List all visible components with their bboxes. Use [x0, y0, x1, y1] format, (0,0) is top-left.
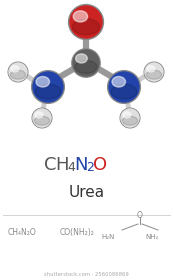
Ellipse shape: [144, 62, 164, 82]
Ellipse shape: [108, 71, 140, 103]
Ellipse shape: [111, 84, 137, 99]
Ellipse shape: [146, 70, 162, 79]
Ellipse shape: [32, 71, 64, 103]
Ellipse shape: [145, 63, 163, 81]
Ellipse shape: [120, 108, 140, 128]
Ellipse shape: [109, 72, 139, 102]
Ellipse shape: [33, 72, 63, 102]
Text: shutterstock.com · 2560086869: shutterstock.com · 2560086869: [44, 272, 129, 277]
Ellipse shape: [33, 109, 51, 127]
Ellipse shape: [123, 112, 131, 118]
Text: H: H: [55, 156, 69, 174]
Ellipse shape: [147, 66, 155, 72]
Ellipse shape: [70, 6, 102, 38]
Ellipse shape: [76, 54, 87, 63]
Ellipse shape: [72, 49, 100, 77]
Ellipse shape: [121, 109, 139, 127]
Ellipse shape: [35, 112, 43, 118]
Text: N: N: [74, 156, 88, 174]
Text: CO(NH₂)₂: CO(NH₂)₂: [60, 228, 95, 237]
Text: H₂N: H₂N: [101, 234, 115, 240]
Ellipse shape: [73, 11, 88, 22]
Ellipse shape: [9, 63, 27, 81]
Ellipse shape: [73, 50, 99, 76]
Ellipse shape: [72, 19, 100, 35]
Ellipse shape: [112, 76, 125, 87]
Ellipse shape: [8, 62, 28, 82]
Text: NH₂: NH₂: [145, 234, 159, 240]
Ellipse shape: [11, 66, 19, 72]
Ellipse shape: [36, 76, 49, 87]
Text: 4: 4: [67, 161, 75, 174]
Ellipse shape: [75, 60, 97, 73]
Text: Urea: Urea: [69, 185, 104, 200]
Ellipse shape: [69, 4, 103, 39]
Ellipse shape: [35, 84, 61, 99]
Text: O: O: [93, 156, 107, 174]
Text: CH₄N₂O: CH₄N₂O: [8, 228, 37, 237]
Text: C: C: [44, 156, 57, 174]
Ellipse shape: [32, 108, 52, 128]
Text: 2: 2: [86, 161, 94, 174]
Text: O: O: [137, 211, 143, 220]
Ellipse shape: [122, 116, 138, 125]
Ellipse shape: [10, 70, 26, 79]
Ellipse shape: [34, 116, 50, 125]
